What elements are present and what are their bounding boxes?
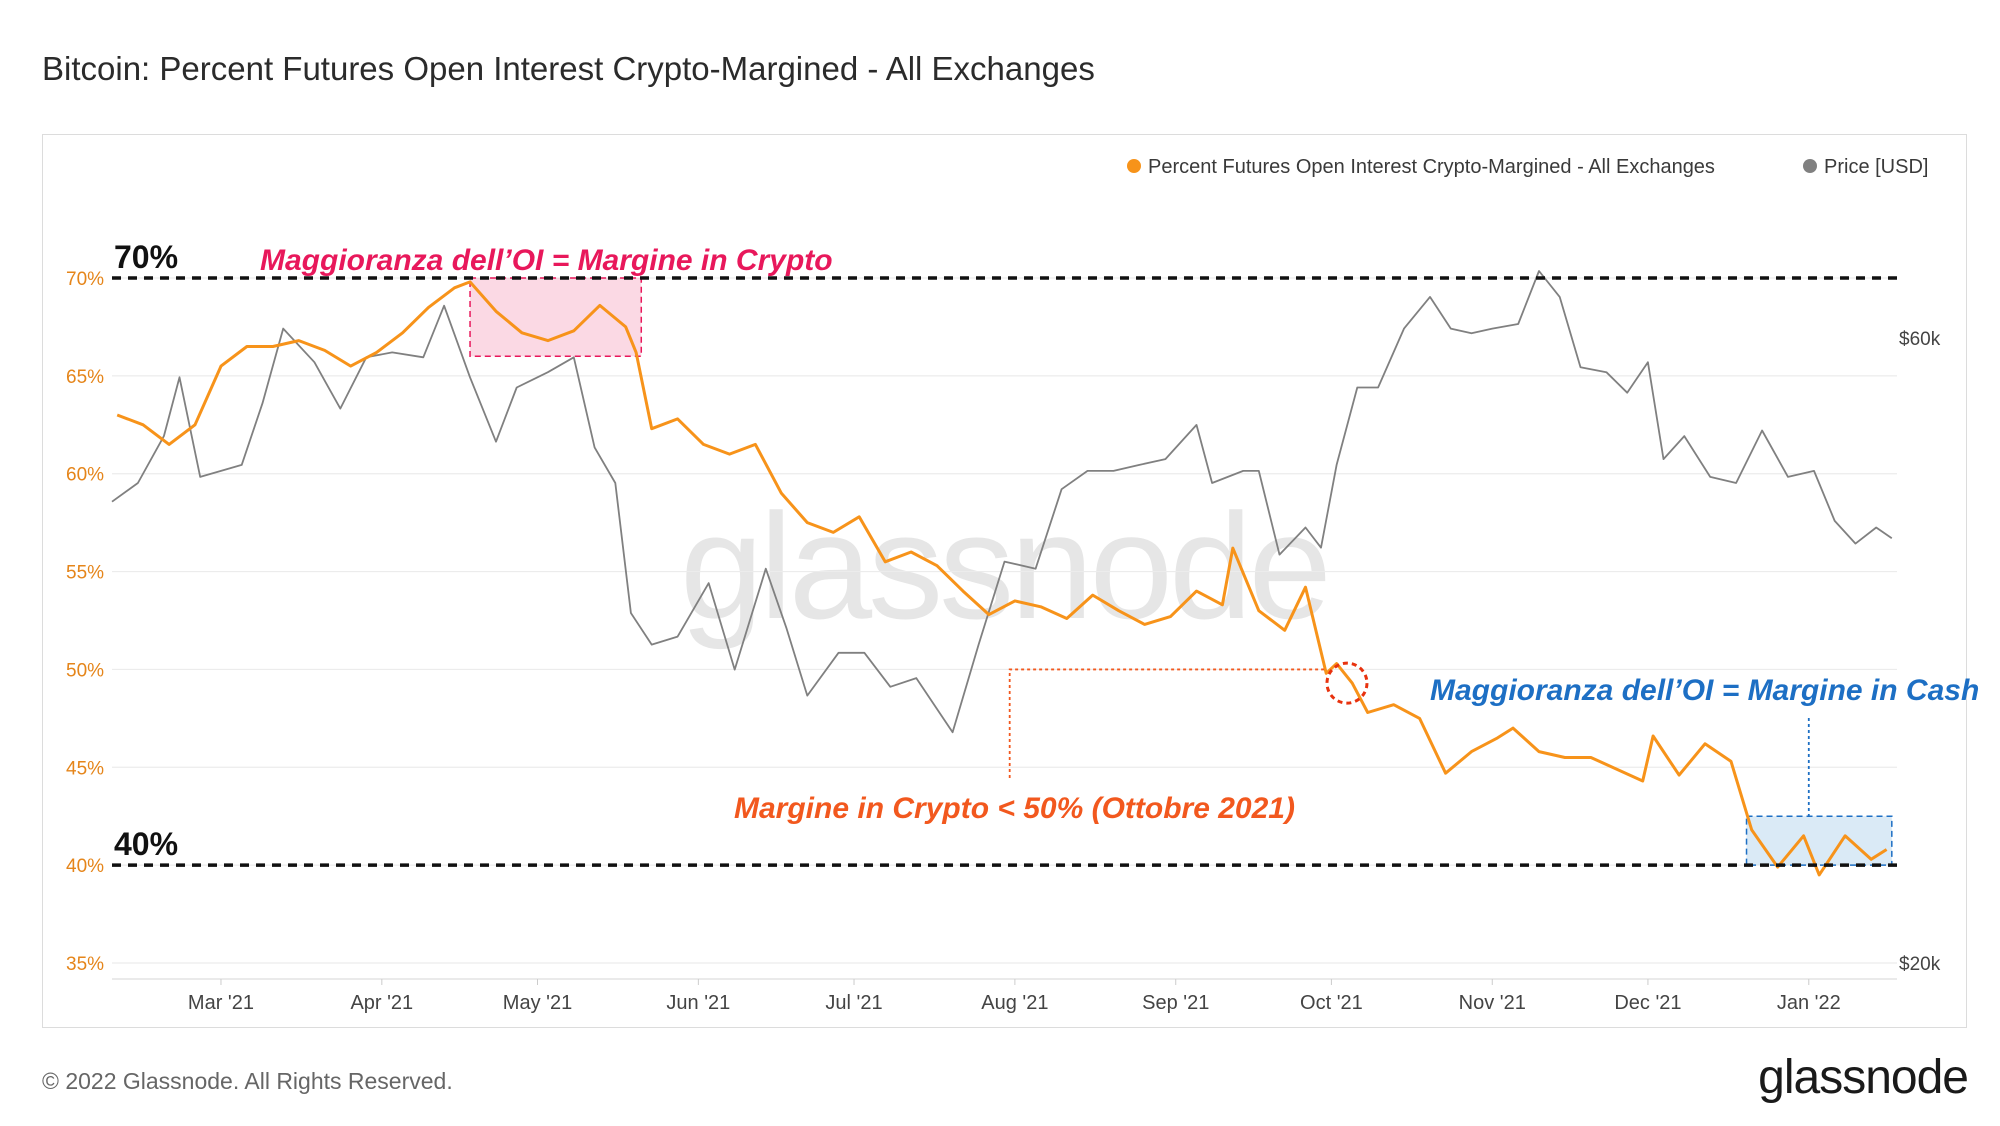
legend: Percent Futures Open Interest Crypto-Mar… [1127, 156, 1928, 178]
y-left-tick-label: 60% [66, 465, 104, 486]
legend-oi-marker [1127, 159, 1141, 173]
reference-label-70: 70% [114, 239, 178, 275]
y-left-tick-label: 55% [66, 563, 104, 584]
x-tick-label: Aug '21 [981, 992, 1048, 1014]
x-tick-label: Jul '21 [825, 992, 882, 1014]
y-left-tick-label: 35% [66, 954, 104, 975]
legend-oi-label: Percent Futures Open Interest Crypto-Mar… [1148, 156, 1715, 178]
y-left-tick-label: 45% [66, 758, 104, 779]
legend-price-label: Price [USD] [1824, 156, 1928, 178]
x-tick-label: Apr '21 [350, 992, 413, 1014]
chart-panel [42, 134, 1967, 1028]
copyright-text: © 2022 Glassnode. All Rights Reserved. [42, 1068, 453, 1094]
x-tick-label: Jun '21 [666, 992, 730, 1014]
october-annotation-connector [1008, 668, 1325, 778]
y-left-tick-label: 40% [66, 856, 104, 877]
price-usd-line [111, 270, 1893, 734]
y-right-tick-label: $20k [1899, 954, 1941, 975]
y-left-tick-label: 50% [66, 660, 104, 681]
cash-margin-annotation: Maggioranza dell’OI = Margine in Cash [1430, 674, 1979, 707]
y-axis-left-ticks: 35% 40% 45% 50% 55% 60% 65% 70% [66, 269, 104, 975]
x-tick-label: May '21 [503, 992, 572, 1014]
y-right-tick-label: $60k [1899, 329, 1941, 350]
glassnode-logo: glassnode [1758, 1051, 1969, 1104]
percent-oi-crypto-margined-line [116, 280, 1888, 877]
crypto-margin-annotation: Maggioranza dell’OI = Margine in Crypto [260, 244, 833, 277]
y-axis-right-ticks: $20k $60k [1899, 329, 1941, 975]
x-tick-label: Sep '21 [1142, 992, 1209, 1014]
x-tick-label: Oct '21 [1300, 992, 1363, 1014]
x-tick-label: Jan '22 [1777, 992, 1841, 1014]
x-tick-label: Dec '21 [1614, 992, 1681, 1014]
gridlines [112, 277, 1897, 980]
october-threshold-marker [1325, 661, 1369, 705]
chart-title: Bitcoin: Percent Futures Open Interest C… [42, 50, 1095, 87]
legend-price-marker [1803, 159, 1817, 173]
october-threshold-annotation: Margine in Crypto < 50% (Ottobre 2021) [734, 792, 1295, 825]
y-left-tick-label: 65% [66, 367, 104, 388]
y-left-tick-label: 70% [66, 269, 104, 290]
watermark-text: glassnode [680, 482, 1328, 650]
x-tick-label: Nov '21 [1459, 992, 1526, 1014]
x-tick-label: Mar '21 [188, 992, 254, 1014]
reference-label-40: 40% [114, 826, 178, 862]
x-axis-ticks: Mar '21 Apr '21 May '21 Jun '21 Jul '21 Aug '… [188, 979, 1841, 1014]
